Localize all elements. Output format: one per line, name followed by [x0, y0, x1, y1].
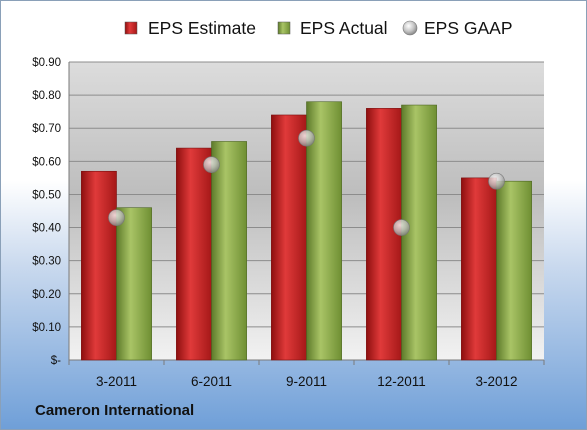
legend-swatch-eps-estimate — [124, 21, 138, 35]
y-tick-label: $0.50 — [32, 189, 61, 201]
legend: EPS Estimate EPS Actual EPS GAAP — [124, 18, 513, 38]
x-tick-label: 3-2012 — [475, 374, 517, 389]
y-tick-label: $0.80 — [32, 90, 61, 102]
bar-eps-estimate — [461, 177, 497, 361]
x-tick-label: 6-2011 — [191, 374, 232, 389]
legend-label: EPS Actual — [300, 18, 388, 38]
legend-swatch-eps-actual — [277, 21, 291, 35]
marker-eps-gaap — [393, 219, 410, 236]
marker-eps-gaap — [108, 209, 125, 226]
bar-eps-actual — [496, 180, 532, 361]
bar-eps-estimate — [366, 108, 402, 361]
marker-eps-gaap — [203, 156, 220, 173]
legend-swatch-eps-gaap — [402, 20, 418, 36]
x-tick-label: 9-2011 — [286, 374, 327, 389]
y-tick-label: $0.70 — [32, 123, 61, 135]
bar-eps-estimate — [176, 147, 212, 361]
bar-eps-estimate — [271, 114, 307, 361]
y-tick-label: $0.40 — [32, 223, 61, 235]
y-tick-label: $0.20 — [32, 289, 61, 301]
y-tick-label: $0.10 — [32, 322, 61, 334]
bar-eps-estimate — [81, 170, 117, 361]
bar-eps-actual — [116, 207, 152, 361]
y-tick-label: $0.90 — [32, 57, 61, 69]
x-tick-label: 12-2011 — [377, 374, 426, 389]
bar-eps-actual — [211, 141, 247, 361]
legend-label: EPS GAAP — [424, 18, 513, 38]
marker-eps-gaap — [488, 172, 505, 190]
y-tick-label: $0.30 — [32, 256, 61, 268]
y-tick-label: $- — [51, 355, 61, 367]
x-tick-label: 3-2011 — [96, 374, 137, 389]
plot-area: $- $0.10 $0.20 $0.30 $0.40 $0.50 $0.60 $0.70 $0.… — [32, 57, 545, 389]
company-name: Cameron International — [35, 402, 195, 419]
bar-eps-actual — [306, 101, 342, 361]
marker-eps-gaap — [298, 129, 315, 147]
y-tick-label: $0.60 — [32, 156, 61, 168]
legend-label: EPS Estimate — [148, 18, 256, 38]
